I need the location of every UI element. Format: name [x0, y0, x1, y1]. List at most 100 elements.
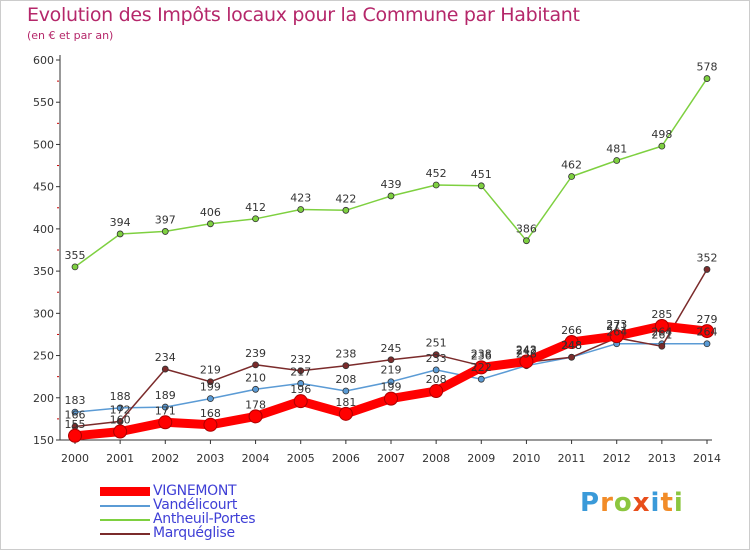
data-point-antheuil-portes [116, 230, 124, 238]
data-point-marqueglise [658, 342, 666, 350]
data-label-marqueglise: 251 [426, 337, 447, 350]
data-point-vandelicourt [387, 378, 395, 386]
data-label-vignemont: 243 [516, 343, 537, 356]
chart-subtitle: (en € et par an) [27, 29, 114, 42]
legend-label-marqueglise: Marquéglise [153, 525, 235, 541]
series-line-antheuil-portes [74, 77, 708, 268]
data-label-vignemont: 266 [561, 324, 582, 337]
data-label-vignemont: 155 [65, 418, 86, 431]
data-point-vignemont [654, 319, 669, 333]
x-tick-label: 2010 [512, 452, 540, 465]
data-point-antheuil-portes [71, 263, 79, 271]
data-point-vignemont [700, 324, 714, 339]
x-tick-label: 2014 [693, 452, 721, 465]
data-point-vignemont [158, 415, 173, 430]
data-point-antheuil-portes [568, 173, 575, 180]
data-point-vignemont [609, 329, 624, 344]
data-label-marqueglise: 234 [155, 351, 176, 364]
data-label-vandelicourt: 210 [245, 371, 266, 384]
data-point-vignemont [474, 360, 489, 375]
data-label-vandelicourt: 264 [697, 326, 718, 339]
data-label-marqueglise: 166 [65, 408, 86, 421]
data-point-vandelicourt [477, 375, 485, 383]
x-tick-label: 2013 [648, 452, 676, 465]
legend-swatch-vignemont [100, 487, 150, 496]
data-point-vandelicourt [432, 366, 440, 374]
data-label-marqueglise: 248 [561, 339, 582, 352]
data-label-marqueglise: 232 [290, 353, 311, 366]
data-label-antheuil-portes: 498 [651, 128, 672, 141]
data-point-vignemont [564, 335, 579, 350]
data-point-vignemont [203, 417, 218, 432]
x-tick-label: 2003 [196, 452, 224, 465]
y-tick-label: 450 [33, 181, 54, 194]
data-point-vandelicourt [116, 404, 124, 412]
legend-label-vignemont: VIGNEMONT [153, 483, 237, 499]
data-point-vignemont [293, 394, 308, 409]
data-point-marqueglise [297, 367, 305, 375]
data-label-antheuil-portes: 397 [155, 213, 176, 226]
data-point-marqueglise [161, 365, 169, 373]
x-tick-label: 2004 [242, 452, 270, 465]
data-label-vignemont: 171 [155, 404, 176, 417]
data-label-marqueglise: 172 [110, 403, 131, 416]
data-point-antheuil-portes [161, 228, 169, 235]
data-label-marqueglise: 261 [651, 328, 672, 341]
data-point-vandelicourt [252, 385, 259, 393]
data-label-vignemont: 181 [335, 396, 356, 409]
data-label-antheuil-portes: 394 [110, 216, 131, 229]
data-label-antheuil-portes: 406 [200, 206, 221, 219]
data-point-marqueglise [432, 351, 440, 359]
chart-title: Evolution des Impôts locaux pour la Comm… [27, 4, 580, 26]
data-label-marqueglise: 245 [381, 342, 402, 355]
data-point-marqueglise [568, 353, 575, 361]
x-tick-label: 2007 [377, 452, 405, 465]
data-point-marqueglise [207, 378, 214, 386]
y-tick-label: 350 [33, 265, 54, 278]
data-label-vandelicourt: 233 [426, 352, 447, 365]
data-point-vignemont [248, 409, 263, 424]
data-label-antheuil-portes: 578 [697, 61, 718, 74]
legend-swatch-vandelicourt [100, 505, 150, 507]
data-label-vandelicourt: 264 [606, 326, 627, 339]
data-label-vignemont: 273 [606, 318, 627, 331]
data-label-vandelicourt: 222 [471, 361, 492, 374]
data-label-vandelicourt: 248 [561, 339, 582, 352]
x-tick-label: 2001 [106, 452, 134, 465]
data-point-vandelicourt [297, 380, 305, 387]
x-tick-label: 2012 [603, 452, 631, 465]
data-label-vignemont: 196 [290, 383, 311, 396]
data-label-vandelicourt: 264 [651, 326, 672, 339]
y-tick-label: 600 [33, 54, 54, 67]
x-tick-label: 2006 [332, 452, 360, 465]
data-label-antheuil-portes: 355 [65, 249, 86, 262]
legend-label-vandelicourt: Vandélicourt [153, 497, 238, 513]
data-label-antheuil-portes: 386 [516, 223, 537, 236]
data-label-vignemont: 279 [697, 313, 718, 326]
data-label-vignemont: 168 [200, 407, 221, 420]
data-label-antheuil-portes: 423 [290, 191, 311, 204]
x-tick-label: 2011 [558, 452, 586, 465]
data-label-vignemont: 285 [651, 308, 672, 321]
data-point-marqueglise [703, 266, 711, 273]
data-point-antheuil-portes [342, 206, 350, 214]
data-label-marqueglise: 238 [335, 348, 356, 361]
data-label-vandelicourt: 189 [155, 389, 176, 402]
data-label-vandelicourt: 219 [381, 364, 402, 377]
data-label-vandelicourt: 188 [110, 390, 131, 403]
y-tick-label: 300 [33, 307, 54, 320]
y-tick-label: 500 [33, 138, 54, 151]
data-label-marqueglise: 242 [516, 344, 537, 357]
data-label-marqueglise: 219 [200, 364, 221, 377]
data-point-antheuil-portes [613, 157, 621, 164]
legend-swatch-marqueglise [100, 533, 150, 535]
data-point-antheuil-portes [477, 182, 485, 190]
data-point-vignemont [519, 354, 534, 369]
data-point-marqueglise [252, 361, 259, 369]
data-point-vignemont [113, 424, 128, 439]
data-point-vandelicourt [703, 340, 711, 348]
data-point-vignemont [429, 384, 444, 399]
x-tick-label: 2008 [422, 452, 450, 465]
